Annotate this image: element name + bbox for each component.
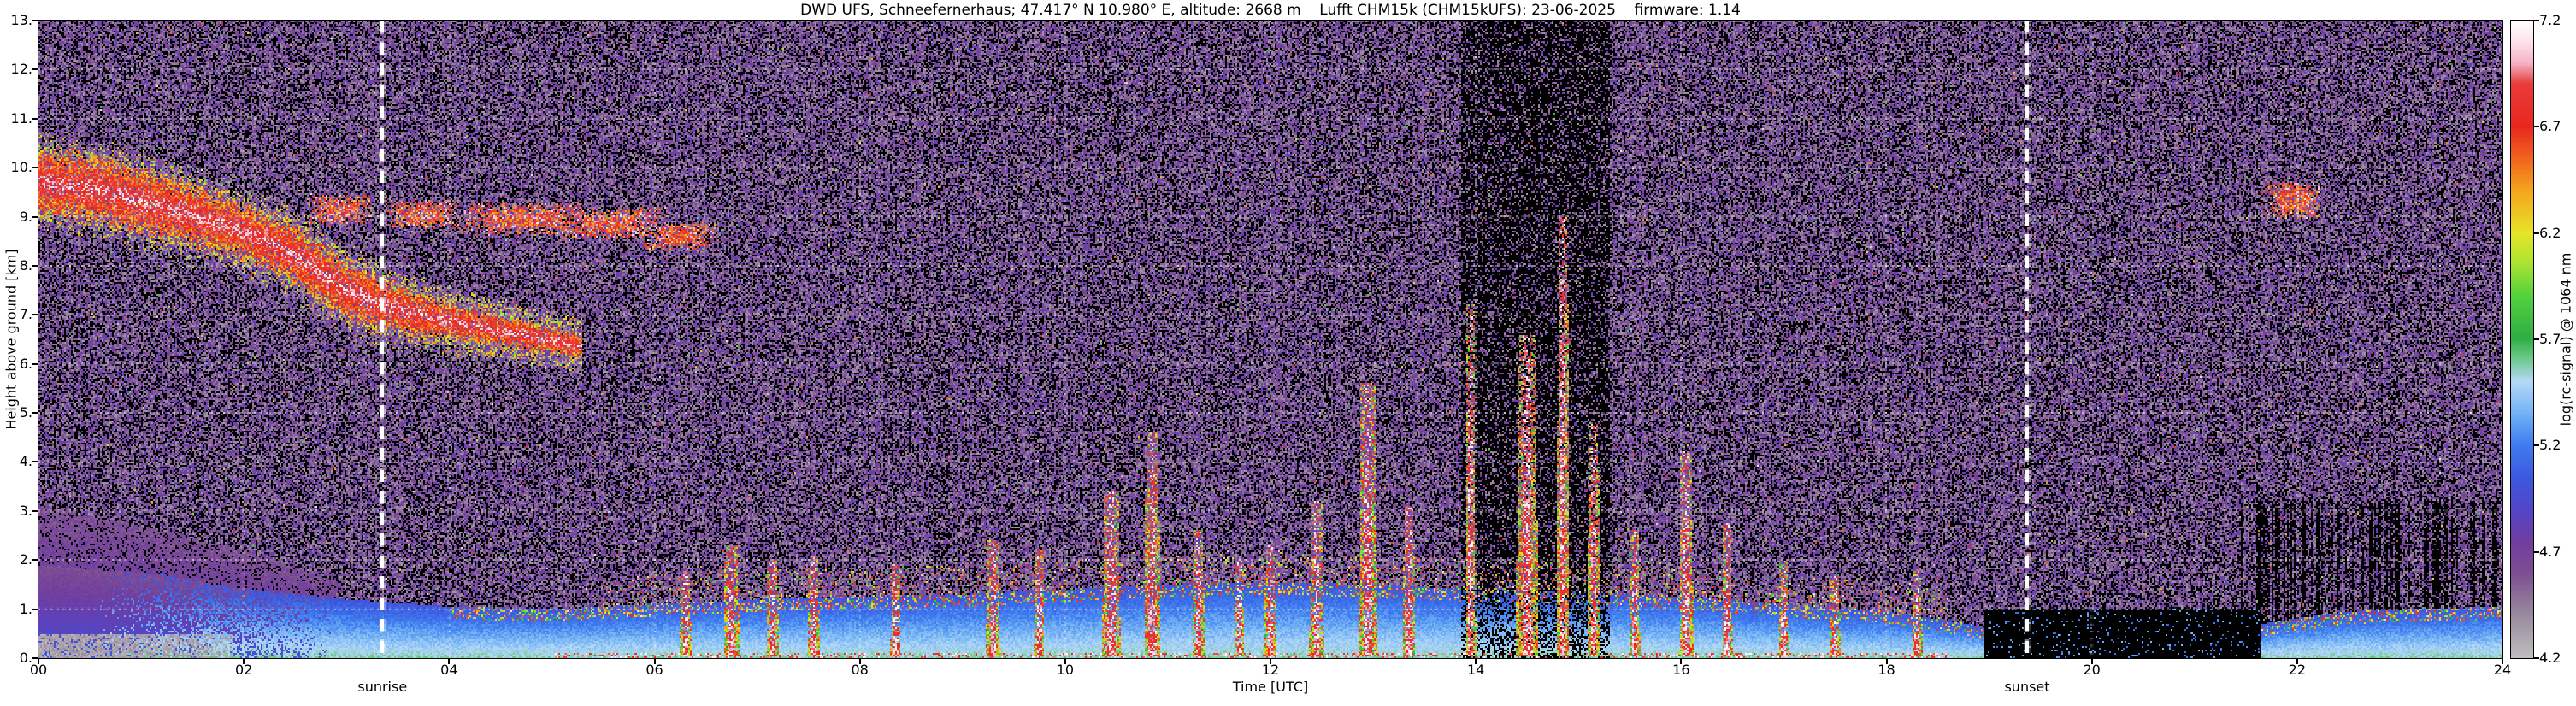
colorbar bbox=[2510, 20, 2534, 659]
y-tick-label: 7. bbox=[19, 306, 32, 323]
x-tick-label: 14 bbox=[1466, 662, 1485, 678]
heatmap-canvas bbox=[38, 20, 2503, 659]
colorbar-tick-mark bbox=[2534, 444, 2539, 447]
x-tick-label: 20 bbox=[2083, 662, 2101, 678]
y-tick-mark bbox=[32, 559, 38, 562]
x-tick-label: 02 bbox=[234, 662, 253, 678]
x-tick-label: 06 bbox=[645, 662, 663, 678]
x-tick-label: 22 bbox=[2288, 662, 2307, 678]
y-tick-mark bbox=[32, 167, 38, 169]
y-tick-label: 8. bbox=[19, 256, 32, 274]
colorbar-tick-label: 7.2 bbox=[2539, 12, 2561, 28]
x-tick-mark bbox=[1680, 659, 1683, 664]
x-tick-mark bbox=[38, 659, 39, 664]
y-tick-label: 3. bbox=[19, 502, 32, 519]
x-tick-label: 08 bbox=[851, 662, 869, 678]
x-tick-mark bbox=[858, 659, 861, 664]
y-tick-label: 2. bbox=[19, 551, 32, 568]
y-tick-mark bbox=[32, 362, 38, 365]
x-tick-mark bbox=[1064, 659, 1066, 664]
y-tick-label: 6. bbox=[19, 355, 32, 372]
sunset-label: sunset bbox=[2004, 679, 2050, 695]
colorbar-tick-label: 4.2 bbox=[2539, 650, 2561, 666]
y-tick-label: 0. bbox=[19, 650, 32, 666]
figure-title: DWD UFS, Schneefernerhaus; 47.417° N 10.… bbox=[800, 2, 1741, 19]
x-tick-label: 18 bbox=[1877, 662, 1895, 678]
y-tick-mark bbox=[32, 20, 38, 21]
x-tick-mark bbox=[2296, 659, 2298, 664]
x-tick-mark bbox=[243, 659, 245, 664]
x-tick-mark bbox=[1475, 659, 1477, 664]
x-tick-mark bbox=[1885, 659, 1888, 664]
y-tick-label: 13. bbox=[10, 12, 32, 28]
colorbar-tick-mark bbox=[2534, 20, 2539, 21]
y-tick-mark bbox=[32, 314, 38, 316]
y-tick-label: 1. bbox=[19, 600, 32, 617]
y-tick-mark bbox=[32, 264, 38, 267]
y-tick-label: 10. bbox=[10, 159, 32, 176]
y-tick-mark bbox=[32, 608, 38, 610]
y-tick-mark bbox=[32, 412, 38, 415]
colorbar-tick-mark bbox=[2534, 126, 2539, 128]
y-tick-label: 11. bbox=[10, 109, 32, 126]
x-tick-mark bbox=[448, 659, 451, 664]
y-tick-label: 4. bbox=[19, 453, 32, 470]
x-tick-mark bbox=[653, 659, 656, 664]
sunrise-label: sunrise bbox=[357, 679, 408, 695]
colorbar-tick-mark bbox=[2534, 550, 2539, 553]
colorbar-tick-mark bbox=[2534, 232, 2539, 234]
x-tick-mark bbox=[1270, 659, 1271, 664]
x-tick-label: 04 bbox=[440, 662, 458, 678]
y-tick-mark bbox=[32, 117, 38, 120]
y-tick-label: 5. bbox=[19, 404, 32, 421]
y-tick-mark bbox=[32, 657, 38, 659]
x-tick-mark bbox=[2090, 659, 2093, 664]
x-axis-label: Time [UTC] bbox=[1232, 679, 1309, 695]
x-tick-label: 10 bbox=[1056, 662, 1075, 678]
x-tick-mark bbox=[2502, 659, 2503, 664]
colorbar-tick-label: 5.2 bbox=[2539, 437, 2561, 454]
x-tick-label: 12 bbox=[1261, 662, 1280, 678]
colorbar-tick-label: 6.2 bbox=[2539, 224, 2561, 241]
colorbar-tick-label: 5.7 bbox=[2539, 331, 2561, 347]
y-tick-mark bbox=[32, 215, 38, 218]
colorbar-tick-label: 6.7 bbox=[2539, 118, 2561, 135]
y-tick-mark bbox=[32, 509, 38, 512]
y-tick-label: 12. bbox=[10, 61, 32, 78]
y-axis-label: Height above ground [km] bbox=[3, 249, 20, 430]
colorbar-tick-label: 4.7 bbox=[2539, 543, 2561, 560]
x-tick-label: 00 bbox=[29, 662, 48, 678]
x-tick-label: 24 bbox=[2493, 662, 2512, 678]
colorbar-tick-mark bbox=[2534, 338, 2539, 340]
y-tick-label: 9. bbox=[19, 208, 32, 225]
x-tick-label: 16 bbox=[1672, 662, 1690, 678]
colorbar-tick-mark bbox=[2534, 657, 2539, 659]
y-tick-mark bbox=[32, 461, 38, 463]
y-tick-mark bbox=[32, 68, 38, 71]
